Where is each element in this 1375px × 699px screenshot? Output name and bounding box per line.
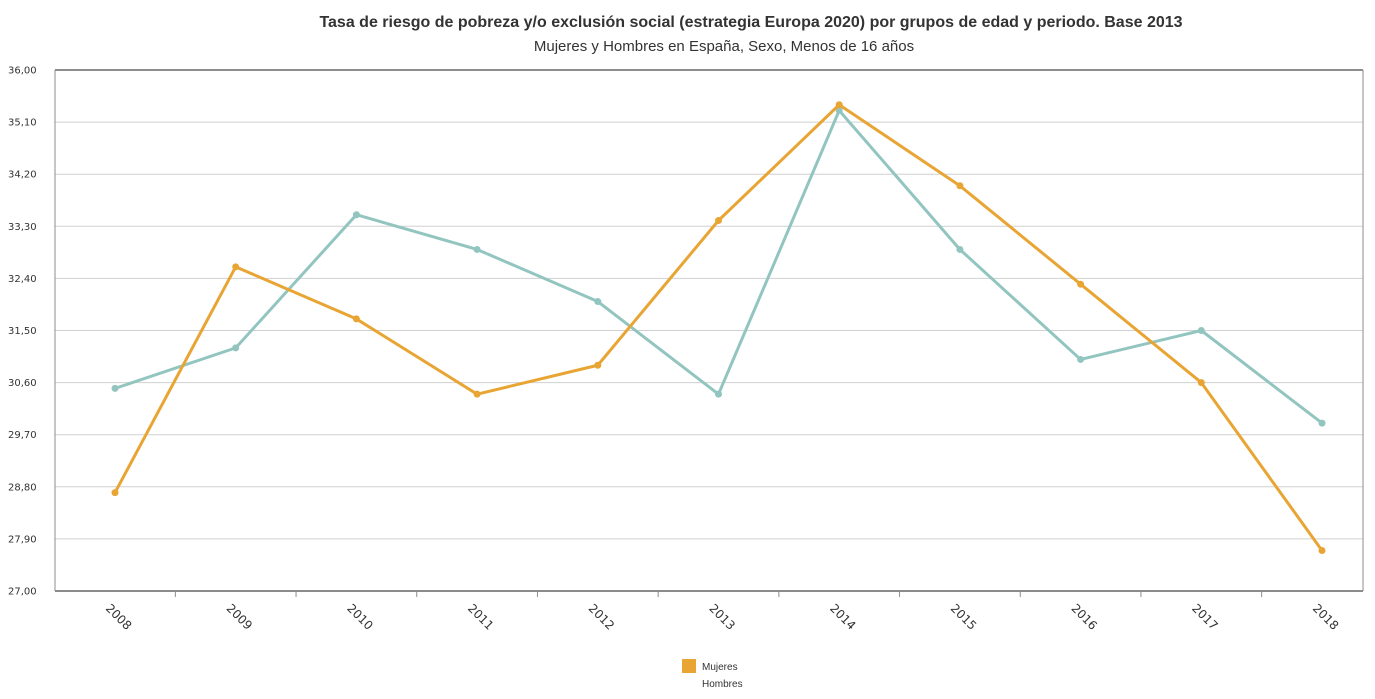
data-point[interactable] [715,390,722,398]
series-layer [111,101,1326,554]
x-tick-label: 2014 [827,601,858,632]
series-line [113,103,1324,552]
data-point[interactable] [1318,546,1326,554]
series-hombres [111,107,1326,427]
x-tick-label: 2015 [948,601,979,632]
data-point[interactable] [1077,355,1085,363]
x-tick-label: 2010 [344,601,375,632]
x-tick-label: 2016 [1068,601,1099,632]
data-point[interactable] [352,211,360,219]
y-tick-label: 30,60 [8,378,37,389]
data-point[interactable] [232,344,240,352]
y-tick-label: 31,50 [8,326,37,337]
series-mujeres [111,101,1326,554]
data-point[interactable] [1197,379,1205,387]
legend-swatch [682,676,696,690]
chart-subtitle: Mujeres y Hombres en España, Sexo, Menos… [534,38,914,55]
y-tick-label: 29,70 [8,430,37,441]
y-tick-label: 32,40 [8,274,37,285]
chart-title: Tasa de riesgo de pobreza y/o exclusión … [319,14,1182,31]
data-point[interactable] [956,245,964,253]
data-point[interactable] [956,182,964,190]
y-axis: 27,00 27,90 28,80 29,70 30,60 31,50 32,40 33,30… [8,66,37,598]
y-tick-label: 27,00 [8,587,37,598]
data-point[interactable] [232,263,240,271]
data-point[interactable] [835,107,843,115]
y-tick-label: 34,20 [8,170,37,181]
legend-label: Hombres [702,679,743,690]
y-tick-label: 33,30 [8,222,37,233]
legend[interactable]: Mujeres Hombres [682,659,743,690]
y-tick-label: 27,90 [8,534,37,545]
grid-lines [54,69,1364,592]
legend-item-mujeres[interactable]: Mujeres [682,659,738,673]
x-axis: 2008 2009 2010 2011 2012 2013 2014 2015 2016 2017… [103,591,1341,633]
x-tick-label: 2018 [1310,601,1341,632]
data-point[interactable] [1318,419,1326,427]
x-tick-label: 2011 [465,601,496,632]
legend-label: Mujeres [702,662,738,673]
y-tick-label: 35,10 [8,118,37,129]
legend-item-hombres[interactable]: Hombres [682,676,743,690]
x-tick-label: 2012 [586,601,617,632]
data-point[interactable] [473,245,481,253]
data-point[interactable] [473,390,481,398]
data-point[interactable] [1197,327,1205,334]
legend-swatch [682,659,696,673]
x-tick-label: 2009 [224,601,255,632]
data-point[interactable] [715,217,722,225]
y-tick-label: 36,00 [8,66,37,77]
y-tick-label: 28,80 [8,482,37,493]
data-point[interactable] [594,298,602,306]
data-point[interactable] [352,315,360,323]
data-point[interactable] [111,384,119,392]
x-tick-label: 2013 [706,601,737,632]
x-tick-label: 2008 [103,601,134,632]
series-line [113,109,1324,425]
data-point[interactable] [594,361,602,369]
data-point[interactable] [1077,280,1085,288]
data-point[interactable] [111,489,119,497]
x-tick-label: 2017 [1189,601,1220,632]
data-point[interactable] [835,101,843,109]
